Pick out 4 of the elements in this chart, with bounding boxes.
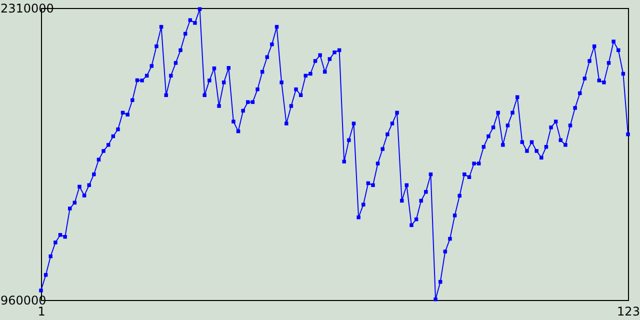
x-tick-label: 1 (38, 304, 46, 318)
x-tick-label: 123 (617, 304, 640, 318)
y-tick-label: 2310000 (0, 2, 54, 16)
y-tick-label: 960000 (0, 294, 46, 308)
